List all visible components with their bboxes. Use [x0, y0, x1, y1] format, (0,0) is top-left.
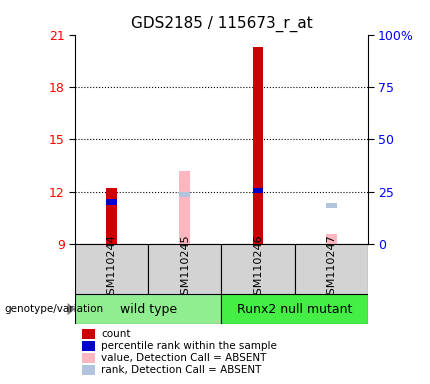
Title: GDS2185 / 115673_r_at: GDS2185 / 115673_r_at: [131, 16, 312, 32]
Bar: [221, 294, 368, 324]
Bar: [106, 188, 117, 244]
Bar: [75, 294, 221, 324]
Text: GSM110245: GSM110245: [180, 234, 190, 301]
Bar: [75, 244, 148, 294]
Bar: [295, 244, 368, 294]
Bar: [148, 244, 221, 294]
Text: value, Detection Call = ABSENT: value, Detection Call = ABSENT: [101, 353, 267, 363]
Bar: [179, 170, 190, 244]
Bar: [252, 47, 264, 244]
Bar: [252, 188, 264, 193]
Text: GSM110244: GSM110244: [107, 234, 117, 302]
Bar: [106, 199, 117, 205]
Bar: [221, 244, 295, 294]
Text: genotype/variation: genotype/variation: [4, 304, 104, 314]
Polygon shape: [68, 303, 75, 315]
Bar: [326, 203, 337, 208]
Text: Runx2 null mutant: Runx2 null mutant: [237, 303, 352, 316]
Text: percentile rank within the sample: percentile rank within the sample: [101, 341, 277, 351]
Text: rank, Detection Call = ABSENT: rank, Detection Call = ABSENT: [101, 365, 261, 375]
Text: wild type: wild type: [120, 303, 177, 316]
Text: GSM110246: GSM110246: [253, 234, 263, 301]
Text: GSM110247: GSM110247: [326, 234, 336, 302]
Bar: [326, 234, 337, 244]
Bar: [179, 192, 190, 197]
Text: count: count: [101, 329, 131, 339]
